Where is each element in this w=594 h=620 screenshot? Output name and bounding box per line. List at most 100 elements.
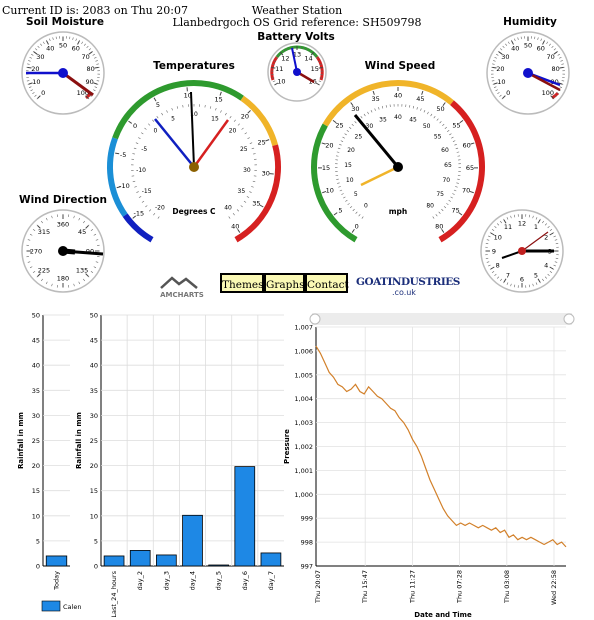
minor-tick [161, 112, 164, 116]
wind-speed-outer-tick [421, 90, 424, 95]
wind-speed-outer-label: 45 [416, 95, 424, 103]
humidity-tick [492, 66, 497, 69]
rainfall-bar[interactable] [182, 514, 203, 567]
soil-moisture-title: Soil Moisture [26, 16, 104, 28]
rainfall-bar[interactable] [103, 555, 125, 567]
minor-tick [443, 206, 447, 209]
rainfall-bar[interactable] [156, 554, 177, 567]
soil-moisture-tick [33, 51, 38, 55]
y-tick-label: 0 [36, 563, 40, 571]
minor-tick [349, 126, 352, 129]
y-tick-label: 999 [301, 515, 313, 523]
goat-industries-logo[interactable]: GOATINDUSTRIES .co.uk [356, 276, 460, 300]
zoom-scrollbar[interactable] [312, 313, 572, 325]
wind-speed-outer-tick [458, 212, 463, 216]
humidity-label: 80 [552, 65, 560, 73]
minor-tick [360, 116, 363, 119]
x-tick-label: day_4 [189, 571, 197, 590]
temperature-outer-label: 35 [252, 199, 260, 207]
wind-speed-inner-label: 0 [364, 202, 368, 209]
minor-tick [237, 123, 240, 126]
wind-speed-inner-label: 55 [434, 134, 442, 141]
temperature-outer-label: 0 [133, 122, 137, 130]
minor-tick [32, 92, 35, 95]
minor-tick [32, 271, 36, 273]
pressure-line[interactable] [315, 345, 567, 548]
minor-tick [455, 186, 458, 188]
soil-moisture-tick [77, 40, 80, 45]
humidity-tick [511, 40, 514, 45]
graphs-button[interactable]: Graphs [264, 273, 305, 293]
x-tick-label: Thu 03:08 [503, 570, 511, 604]
minor-tick [358, 214, 361, 217]
clock-label: 2 [544, 233, 548, 241]
minor-tick [233, 119, 236, 122]
rainfall-bar[interactable] [260, 552, 282, 567]
humidity-label: 0 [506, 89, 510, 97]
minor-tick [488, 235, 491, 238]
battery-volts-title: Battery Volts [257, 31, 335, 43]
minor-tick [289, 46, 291, 50]
minor-tick [456, 182, 459, 184]
minor-tick [145, 205, 148, 208]
rainfall-bar[interactable] [45, 555, 68, 567]
minor-tick [452, 140, 456, 142]
minor-tick [34, 94, 37, 97]
minor-tick [83, 43, 86, 46]
clock-tick [490, 232, 495, 236]
wind-direction-label: 135 [76, 266, 88, 274]
wind-direction-label: 45 [78, 228, 86, 236]
scrollbar-right-handle[interactable] [563, 313, 575, 325]
temperature-outer-label: 25 [258, 139, 266, 147]
humidity-label: 30 [501, 53, 509, 61]
minor-tick [271, 77, 275, 79]
x-tick-label: Last_24_hours [110, 570, 118, 617]
y-tick-label: 0 [94, 563, 98, 571]
themes-button[interactable]: Themes [220, 273, 264, 293]
amcharts-logo[interactable]: AMCHARTS [157, 275, 207, 303]
y-tick-label: 1,007 [294, 324, 313, 332]
minor-tick [339, 189, 343, 192]
temperature-inner-label: -15 [142, 188, 152, 195]
minor-tick [447, 130, 450, 133]
minor-tick [547, 273, 550, 276]
temperature-inner-label: 10 [190, 111, 198, 118]
scrollbar-left-handle[interactable] [309, 313, 321, 325]
temperature-outer-tick [153, 97, 157, 102]
minor-tick [528, 284, 530, 288]
minor-tick [156, 116, 159, 119]
y-tick-label: 10 [32, 512, 40, 520]
legend-swatch[interactable] [41, 600, 61, 612]
minor-tick [559, 56, 562, 59]
minor-tick [549, 229, 553, 231]
temperature-inner-label: -5 [141, 146, 147, 153]
soil-moisture-label: 30 [36, 53, 44, 61]
x-tick-label: day_5 [215, 571, 223, 590]
minor-tick [337, 147, 341, 150]
y-axis-title: Rainfall in mm [17, 412, 25, 469]
minor-tick [251, 186, 254, 188]
soil-moisture-tick [93, 82, 98, 85]
y-tick-label: 40 [90, 362, 98, 370]
clock-label: 8 [496, 261, 500, 269]
minor-tick [152, 119, 155, 122]
contact-button[interactable]: Contact [305, 273, 349, 293]
minor-tick [349, 206, 353, 209]
minor-tick [432, 216, 435, 219]
minor-tick [144, 127, 147, 130]
rainfall-bar[interactable] [129, 550, 151, 567]
y-tick-label: 50 [90, 312, 98, 320]
wind-speed-inner-label: 80 [426, 202, 434, 209]
wind-speed-outer-tick [441, 228, 445, 233]
minor-tick [32, 229, 36, 231]
minor-tick [547, 226, 550, 229]
minor-tick [78, 281, 81, 285]
soil-moisture-label: 50 [59, 41, 67, 49]
x-tick-label: Thu 07:28 [456, 570, 464, 604]
minor-tick [491, 229, 495, 231]
y-axis-title: Pressure [283, 429, 291, 464]
humidity-tick [493, 82, 498, 85]
rainfall-bar[interactable] [234, 466, 256, 567]
battery-label: 14 [304, 54, 312, 62]
rainfall-bar[interactable] [208, 564, 229, 567]
